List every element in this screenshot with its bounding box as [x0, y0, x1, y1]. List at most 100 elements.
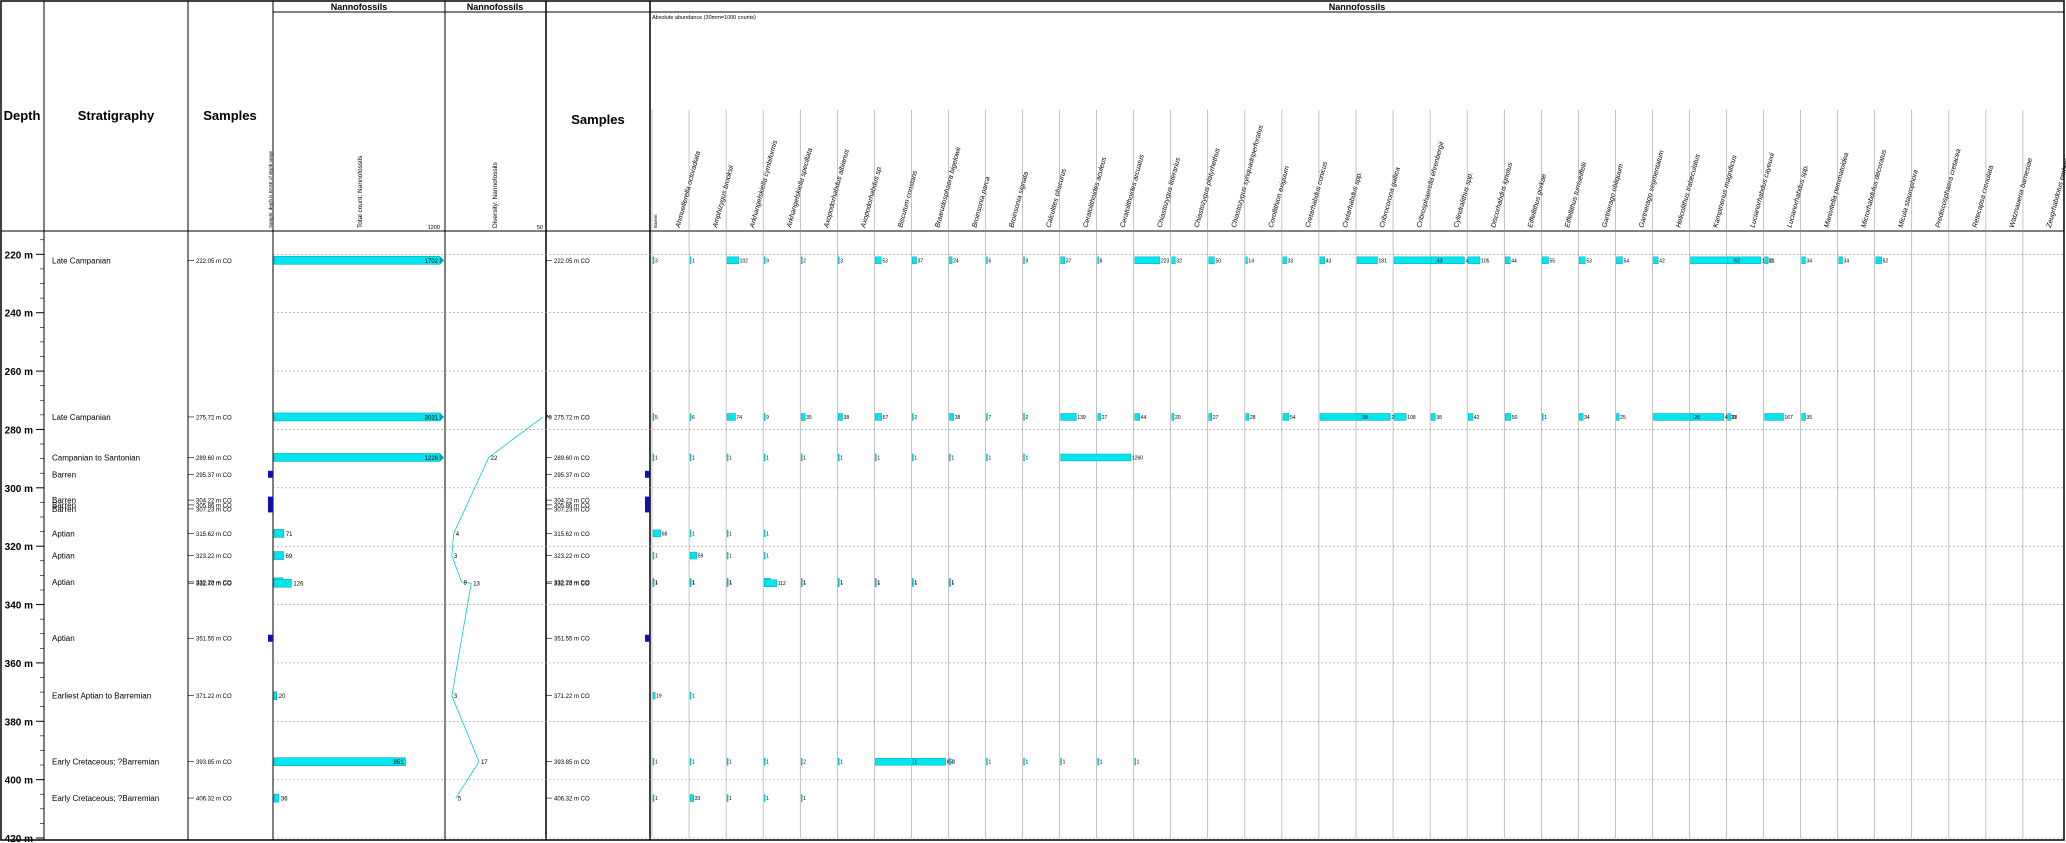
species-count-label: 1 — [803, 455, 806, 461]
species-count-label: 1 — [803, 580, 806, 586]
species-count-label: 35 — [1807, 415, 1813, 421]
stratigraphy-label: Barren — [52, 470, 76, 479]
species-count-bar — [1060, 757, 1062, 766]
species-count-label: 1 — [951, 760, 954, 766]
diversity-value: 5 — [458, 797, 462, 803]
diversity-value: 13 — [473, 582, 480, 588]
total-count-label: 69 — [286, 554, 293, 560]
species-count-bar — [1579, 413, 1584, 421]
total-count-label: Total count: Nannofossils — [357, 155, 364, 228]
species-count-bar — [1764, 413, 1784, 421]
species-count-bar — [1245, 413, 1250, 421]
total-count-bar — [273, 793, 280, 803]
species-count-bar — [1134, 757, 1136, 766]
axis-tick-label: 220 m — [5, 250, 33, 261]
species-count-bar — [1616, 256, 1623, 265]
species-count-bar — [838, 757, 840, 766]
stratigraphy-label: Early Cretaceous; ?Barremian — [52, 758, 159, 767]
group-header-diversity: Nannofossils — [467, 2, 524, 12]
species-count-bar — [1245, 256, 1248, 265]
axis-tick-label: 340 m — [5, 601, 33, 612]
species-count-bar — [838, 579, 840, 587]
diversity-line — [451, 416, 544, 799]
species-count-label: 1 — [1544, 415, 1547, 421]
species-count-bar — [1097, 757, 1099, 766]
barren-marker-right — [645, 470, 650, 478]
stratigraphy-label: Aptian — [52, 634, 75, 643]
species-count-label: 37 — [1066, 258, 1072, 264]
species-count-bar — [726, 529, 729, 538]
species-count-label: 2 — [914, 415, 917, 421]
species-count-bar — [838, 453, 840, 462]
total-count-label: 20 — [279, 694, 286, 700]
diversity-curve: 76 22 4 3 8 13 3 17 5 — [451, 415, 552, 803]
sample-label-right: 275.72 m CO — [554, 415, 590, 421]
species-count-label: 2 — [803, 760, 806, 766]
species-count-label: 2 — [803, 258, 806, 264]
species-count-label: 52 — [1734, 258, 1740, 264]
sample-label-right: 315.62 m CO — [554, 532, 590, 538]
depth-header: Depth — [4, 108, 41, 123]
species-count-bar — [912, 579, 914, 587]
species-count-label: 1 — [840, 455, 843, 461]
species-count-label: 55 — [1550, 258, 1556, 264]
barren-column-label: Barren — [653, 214, 658, 228]
species-count-bar — [652, 579, 655, 587]
species-count-label: 43 — [1437, 258, 1443, 264]
species-count-label: 52 — [1883, 258, 1889, 264]
species-count-label: 223 — [1161, 258, 1170, 264]
species-count-bar — [1134, 413, 1140, 421]
range-label: Sample: depth is BASE of depth range — [268, 150, 273, 228]
species-count-bar — [1505, 256, 1511, 265]
species-count-label: 1 — [766, 554, 769, 560]
sample-label-left: 304.22 m CO — [196, 499, 232, 505]
species-count-label: 53 — [882, 258, 888, 264]
sample-label-right: 289.60 m CO — [554, 456, 590, 462]
species-count-label: 1 — [951, 455, 954, 461]
species-count-bar — [1727, 256, 1734, 265]
total-count-label: 71 — [286, 532, 293, 538]
species-count-label: 8 — [1100, 258, 1103, 264]
total-count-label: 951 — [394, 760, 405, 766]
species-count-bar — [1875, 256, 1882, 265]
species-count-bar — [1208, 256, 1215, 265]
species-count-bar — [652, 757, 655, 766]
total-count-bar — [273, 757, 406, 766]
sample-label-right: 332.23 m CO — [554, 580, 590, 586]
species-count-label: 1 — [1063, 760, 1066, 766]
species-count-label: 1 — [655, 580, 658, 586]
total-count-bar — [273, 691, 278, 700]
species-count-label: 1 — [692, 455, 695, 461]
species-count-label: 1 — [877, 581, 880, 587]
sample-label-right: 332.70 m CO — [554, 582, 590, 588]
species-count-label: 1 — [840, 760, 843, 766]
species-count-bar — [1653, 413, 1725, 421]
axis-tick-label: 320 m — [5, 542, 33, 553]
species-count-label: 3 — [840, 258, 843, 264]
species-count-bar — [1764, 256, 1769, 265]
species-count-label: 1 — [766, 455, 769, 461]
species-count-bar — [1616, 413, 1620, 421]
species-count-bar — [1727, 413, 1731, 421]
species-count-bar — [726, 794, 729, 802]
species-count-label: 37 — [918, 258, 924, 264]
sample-label-left: 307.23 m CO — [196, 507, 232, 513]
species-count-bar — [763, 453, 766, 462]
stratigraphy-label: Aptian — [52, 529, 75, 538]
species-count-bar — [801, 256, 803, 265]
species-count-label: 1260 — [1132, 455, 1143, 461]
species-count-label: 74 — [736, 415, 742, 421]
species-count-bar — [1023, 413, 1025, 421]
species-count-label: 38 — [1436, 415, 1442, 421]
total-count-label: 3031 — [425, 415, 439, 421]
total-overflow-arrow — [440, 412, 444, 421]
species-count-label: 26 — [1694, 415, 1700, 421]
species-count-label: 1 — [655, 760, 658, 766]
species-count-label: 5 — [655, 415, 658, 421]
species-count-bar — [875, 413, 882, 421]
species-count-bar — [1393, 256, 1465, 265]
sample-label-left: 315.62 m CO — [196, 532, 232, 538]
stratigraphy-label: Barren — [52, 496, 76, 505]
sample-label-right: 222.05 m CO — [554, 259, 590, 265]
species-count-label: 1 — [729, 796, 732, 802]
